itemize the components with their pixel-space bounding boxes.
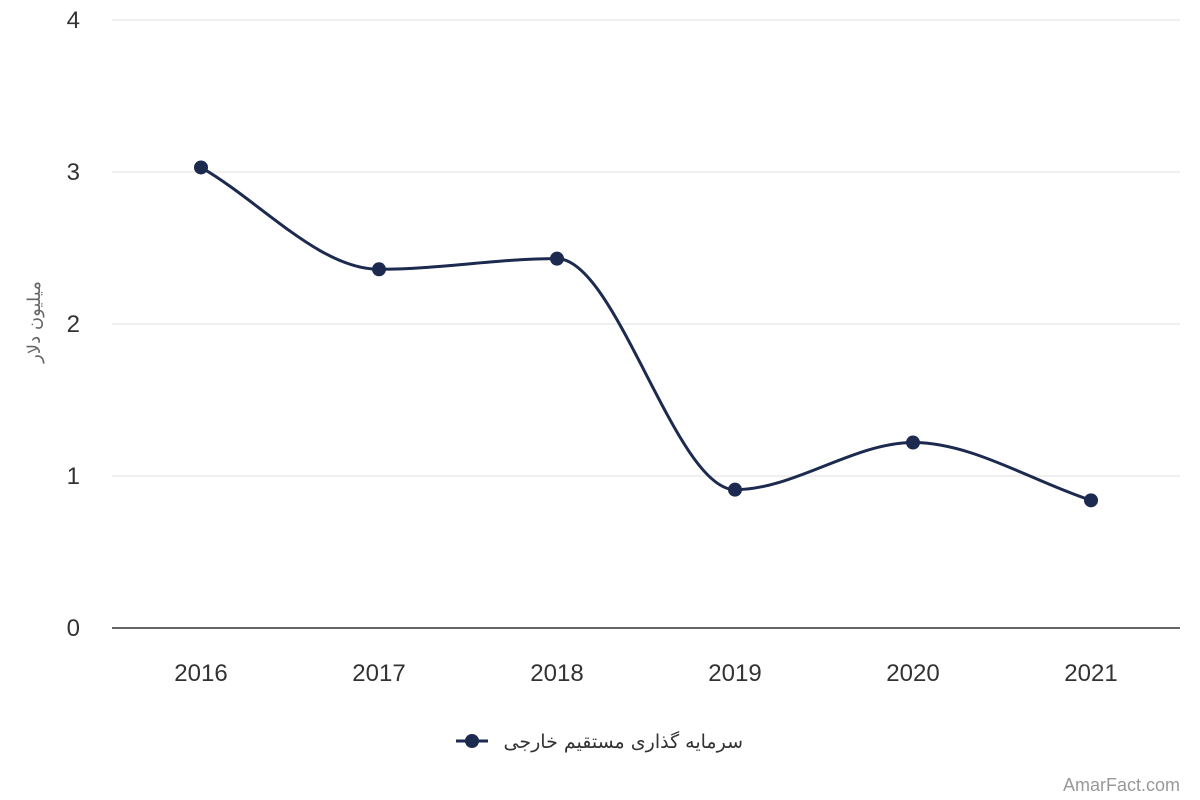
series-group <box>194 160 1098 508</box>
data-point[interactable] <box>906 435 920 450</box>
y-tick-label: 4 <box>67 7 80 34</box>
legend-point-marker <box>465 734 479 748</box>
legend-label: سرمایه گذاری مستقیم خارجی <box>504 730 743 753</box>
y-axis-title: میلیون دلار <box>24 281 45 364</box>
x-tick-label: 2021 <box>1064 660 1117 687</box>
data-point[interactable] <box>728 482 742 497</box>
x-axis-ticks: 2016 2017 2018 2019 2020 2021 <box>174 660 1117 687</box>
legend[interactable]: سرمایه گذاری مستقیم خارجی <box>456 730 743 753</box>
x-tick-label: 2017 <box>352 660 405 687</box>
x-tick-label: 2016 <box>174 660 227 687</box>
series-line <box>200 166 1092 502</box>
x-tick-label: 2018 <box>530 660 583 687</box>
gridlines <box>112 19 1180 477</box>
data-point[interactable] <box>1084 493 1098 508</box>
data-point[interactable] <box>550 251 564 266</box>
x-tick-label: 2019 <box>708 660 761 687</box>
y-tick-label: 2 <box>67 311 80 338</box>
y-tick-label: 0 <box>67 615 80 642</box>
y-axis-ticks: 0 1 2 3 4 <box>67 7 80 642</box>
x-tick-label: 2020 <box>886 660 939 687</box>
data-point[interactable] <box>372 262 386 277</box>
y-tick-label: 3 <box>67 159 80 186</box>
data-point[interactable] <box>194 160 208 175</box>
credit-text[interactable]: AmarFact.com <box>1063 775 1180 795</box>
y-tick-label: 1 <box>67 463 80 490</box>
